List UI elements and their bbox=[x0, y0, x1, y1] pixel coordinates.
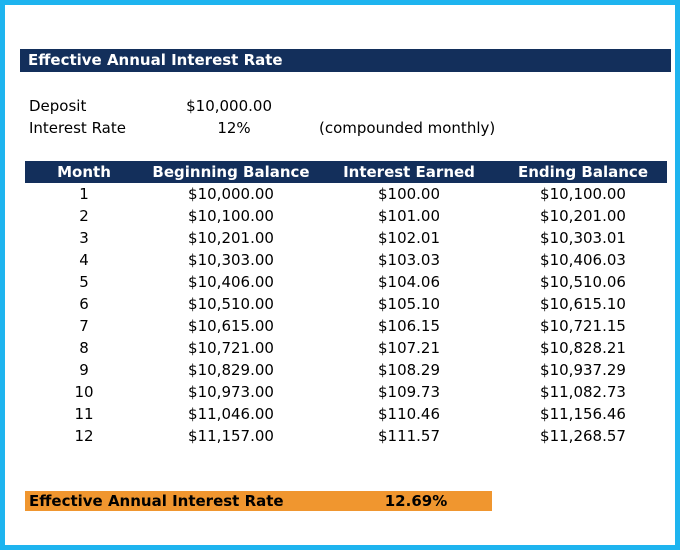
cell-month: 8 bbox=[79, 339, 89, 357]
cell-month: 9 bbox=[79, 361, 89, 379]
summary-value: 12.69% bbox=[384, 492, 448, 510]
cell-interest-earned: $108.29 bbox=[377, 361, 441, 379]
cell-interest-earned: $109.73 bbox=[377, 383, 441, 401]
cell-beginning-balance: $10,201.00 bbox=[188, 229, 274, 247]
table-row: 8 $10,721.00 $107.21 $10,828.21 bbox=[25, 337, 667, 359]
cell-interest-earned: $111.57 bbox=[377, 427, 441, 445]
table-row: 5 $10,406.00 $104.06 $10,510.06 bbox=[25, 271, 667, 293]
cell-ending-balance: $11,268.57 bbox=[540, 427, 626, 445]
cell-interest-earned: $102.01 bbox=[377, 229, 441, 247]
table-row: 4 $10,303.00 $103.03 $10,406.03 bbox=[25, 249, 667, 271]
header-beginning-balance: Beginning Balance bbox=[152, 163, 310, 181]
table-row: 12 $11,157.00 $111.57 $11,268.57 bbox=[25, 425, 667, 447]
header-month: Month bbox=[57, 163, 111, 181]
cell-month: 11 bbox=[74, 405, 94, 423]
cell-ending-balance: $10,615.10 bbox=[540, 295, 626, 313]
header-interest-earned: Interest Earned bbox=[343, 163, 475, 181]
interest-rate-row: Interest Rate 12% (compounded monthly) bbox=[29, 118, 629, 138]
page-title: Effective Annual Interest Rate bbox=[20, 49, 671, 72]
table-row: 11 $11,046.00 $110.46 $11,156.46 bbox=[25, 403, 667, 425]
summary-label: Effective Annual Interest Rate bbox=[29, 492, 284, 510]
cell-interest-earned: $103.03 bbox=[377, 251, 441, 269]
interest-rate-label: Interest Rate bbox=[29, 119, 126, 137]
cell-beginning-balance: $11,046.00 bbox=[188, 405, 274, 423]
cell-beginning-balance: $10,721.00 bbox=[188, 339, 274, 357]
cell-ending-balance: $10,510.06 bbox=[540, 273, 626, 291]
cell-beginning-balance: $11,157.00 bbox=[188, 427, 274, 445]
cell-month: 5 bbox=[79, 273, 89, 291]
summary-bar: Effective Annual Interest Rate 12.69% bbox=[25, 491, 492, 511]
cell-interest-earned: $107.21 bbox=[377, 339, 441, 357]
cell-interest-earned: $106.15 bbox=[377, 317, 441, 335]
cell-ending-balance: $10,406.03 bbox=[540, 251, 626, 269]
cell-interest-earned: $105.10 bbox=[377, 295, 441, 313]
table-row: 10 $10,973.00 $109.73 $11,082.73 bbox=[25, 381, 667, 403]
cell-ending-balance: $10,721.15 bbox=[540, 317, 626, 335]
cell-month: 12 bbox=[74, 427, 94, 445]
cell-month: 4 bbox=[79, 251, 89, 269]
compounding-note: (compounded monthly) bbox=[319, 119, 496, 137]
table-row: 2 $10,100.00 $101.00 $10,201.00 bbox=[25, 205, 667, 227]
cell-month: 2 bbox=[79, 207, 89, 225]
cell-ending-balance: $10,303.01 bbox=[540, 229, 626, 247]
cell-beginning-balance: $10,000.00 bbox=[188, 185, 274, 203]
cell-beginning-balance: $10,303.00 bbox=[188, 251, 274, 269]
cell-ending-balance: $10,828.21 bbox=[540, 339, 626, 357]
deposit-value: $10,000.00 bbox=[186, 97, 272, 115]
deposit-row: Deposit $10,000.00 bbox=[29, 96, 629, 116]
cell-ending-balance: $11,082.73 bbox=[540, 383, 626, 401]
table-row: 6 $10,510.00 $105.10 $10,615.10 bbox=[25, 293, 667, 315]
table-row: 7 $10,615.00 $106.15 $10,721.15 bbox=[25, 315, 667, 337]
cell-month: 1 bbox=[79, 185, 89, 203]
cell-beginning-balance: $10,973.00 bbox=[188, 383, 274, 401]
cell-beginning-balance: $10,406.00 bbox=[188, 273, 274, 291]
cell-ending-balance: $11,156.46 bbox=[540, 405, 626, 423]
cell-ending-balance: $10,201.00 bbox=[540, 207, 626, 225]
interest-rate-value: 12% bbox=[217, 119, 251, 137]
cell-interest-earned: $100.00 bbox=[377, 185, 441, 203]
cell-month: 7 bbox=[79, 317, 89, 335]
cell-month: 10 bbox=[74, 383, 94, 401]
table-row: 3 $10,201.00 $102.01 $10,303.01 bbox=[25, 227, 667, 249]
cell-ending-balance: $10,100.00 bbox=[540, 185, 626, 203]
cell-interest-earned: $110.46 bbox=[377, 405, 441, 423]
table-row: 1 $10,000.00 $100.00 $10,100.00 bbox=[25, 183, 667, 205]
cell-month: 3 bbox=[79, 229, 89, 247]
table-body: 1 $10,000.00 $100.00 $10,100.00 2 $10,100.00 $… bbox=[25, 183, 667, 447]
cell-ending-balance: $10,937.29 bbox=[540, 361, 626, 379]
cell-month: 6 bbox=[79, 295, 89, 313]
cell-beginning-balance: $10,100.00 bbox=[188, 207, 274, 225]
deposit-label: Deposit bbox=[29, 97, 87, 115]
cell-beginning-balance: $10,829.00 bbox=[188, 361, 274, 379]
table-row: 9 $10,829.00 $108.29 $10,937.29 bbox=[25, 359, 667, 381]
table-header: Month Beginning Balance Interest Earned … bbox=[25, 161, 667, 183]
header-ending-balance: Ending Balance bbox=[517, 163, 648, 181]
cell-interest-earned: $104.06 bbox=[377, 273, 441, 291]
cell-beginning-balance: $10,615.00 bbox=[188, 317, 274, 335]
cell-beginning-balance: $10,510.00 bbox=[188, 295, 274, 313]
cell-interest-earned: $101.00 bbox=[377, 207, 441, 225]
